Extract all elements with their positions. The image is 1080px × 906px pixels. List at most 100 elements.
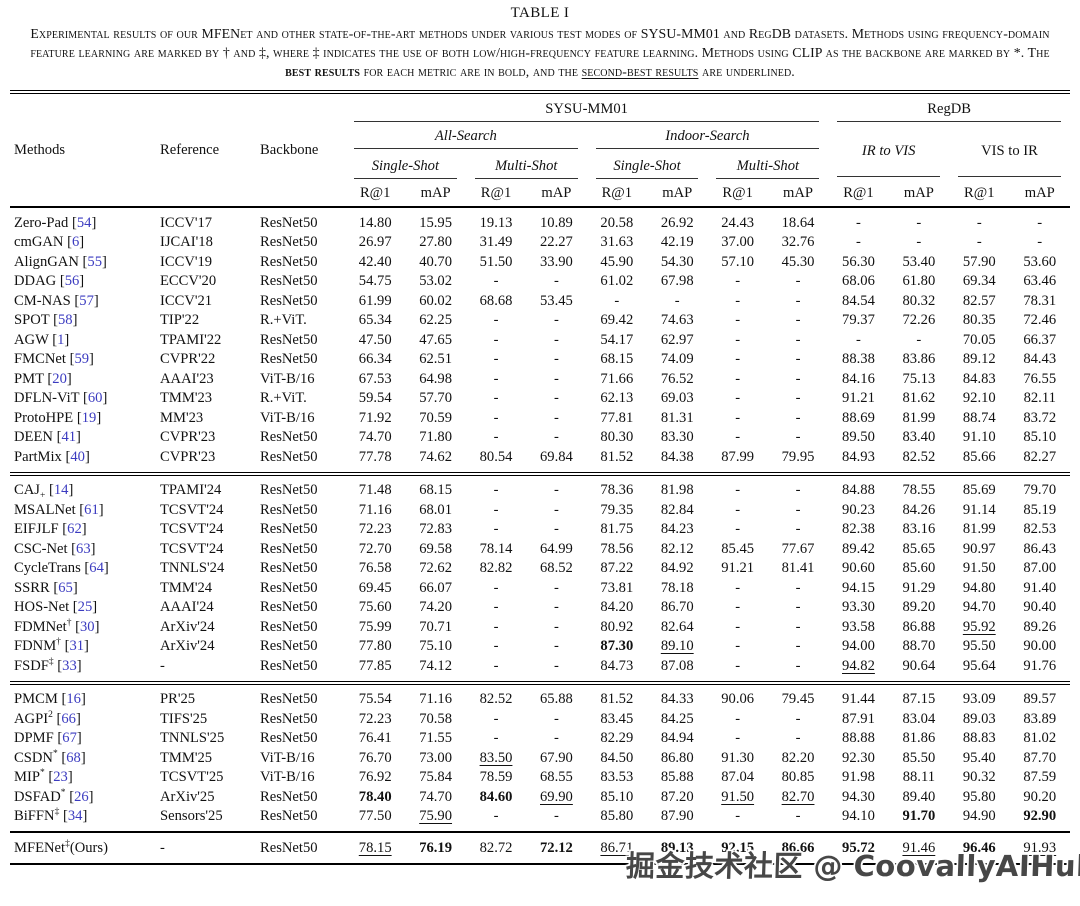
backbone-cell: ViT-B/16: [260, 749, 315, 766]
metric-cell: 80.54: [479, 448, 513, 465]
metric-cell: -: [553, 429, 559, 446]
metric-cell: -: [856, 214, 861, 231]
citation-link[interactable]: [55]: [82, 253, 107, 270]
metric-cell: 47.65: [419, 331, 453, 348]
second-best-value: 75.90: [419, 808, 453, 825]
best-value: 91.70: [902, 808, 936, 825]
citation-number[interactable]: 19: [81, 409, 97, 426]
citation-link[interactable]: [31]: [64, 638, 89, 655]
table-caption: Experimental results of our MFENet and o…: [17, 25, 1063, 81]
citation-number[interactable]: 25: [77, 599, 93, 616]
citation-link[interactable]: [63]: [71, 540, 96, 557]
citation-link[interactable]: [58]: [53, 312, 78, 329]
metric-cell: 70.71: [419, 618, 453, 635]
metric-cell: 64.99: [540, 540, 573, 557]
citation-link[interactable]: [64]: [84, 560, 109, 577]
citation-number[interactable]: 62: [67, 521, 82, 538]
citation-link[interactable]: [34]: [62, 808, 88, 825]
citation-link[interactable]: [16]: [61, 691, 86, 708]
citation-link[interactable]: [56]: [59, 273, 85, 290]
citation-number[interactable]: 16: [66, 691, 81, 708]
citation-number[interactable]: 30: [79, 618, 95, 635]
citation-number[interactable]: 40: [70, 448, 85, 465]
citation-number[interactable]: 54: [76, 214, 92, 231]
citation-number[interactable]: 68: [66, 749, 81, 766]
citation-number[interactable]: 34: [67, 808, 83, 825]
metric-cell: 95.64: [962, 657, 996, 674]
method-name: PartMix: [14, 448, 62, 465]
citation-number[interactable]: 26: [74, 788, 89, 805]
metric-header-map: mAP: [541, 185, 572, 202]
citation-number[interactable]: 58: [57, 312, 73, 329]
citation-number[interactable]: 61: [84, 501, 99, 518]
citation-number[interactable]: 23: [53, 769, 68, 786]
second-best-value: 91.46: [902, 839, 936, 856]
metric-cell: 89.03: [962, 710, 996, 727]
backbone-cell: ResNet50: [260, 429, 318, 446]
metric-cell: 47.50: [358, 331, 392, 348]
metric-cell: -: [493, 370, 499, 387]
citation-link[interactable]: [26]: [69, 788, 94, 805]
citation-link[interactable]: [6]: [67, 234, 85, 251]
citation-number[interactable]: 6: [71, 234, 80, 251]
citation-link[interactable]: [30]: [75, 618, 100, 635]
citation-number[interactable]: 56: [64, 273, 80, 290]
metric-cell: -: [493, 273, 499, 290]
citation-link[interactable]: [62]: [62, 521, 87, 538]
metric-cell: 95.92: [949, 617, 1009, 637]
reference-cell: AAAI'24: [160, 599, 214, 616]
metric-cell: 90.40: [1023, 599, 1057, 616]
reference-cell: TCSVT'24: [160, 501, 224, 518]
citation-number[interactable]: 41: [61, 429, 77, 446]
citation-link[interactable]: [41]: [56, 429, 81, 446]
table-row: PMT [20] AAAI'23 ViT-B/16 67.53 64.98 - - 71.66…: [10, 369, 1070, 389]
citation-number[interactable]: 1: [57, 331, 65, 348]
method-name: FDNM: [14, 638, 57, 655]
metric-cell: 86.80: [660, 749, 694, 766]
citation-link[interactable]: [59]: [69, 351, 94, 368]
citation-link[interactable]: [57]: [74, 292, 99, 309]
citation-number[interactable]: 14: [53, 482, 69, 499]
citation-link[interactable]: [67]: [57, 730, 82, 747]
citation-number[interactable]: 59: [74, 351, 90, 368]
metric-cell: -: [795, 273, 801, 290]
metric-cell: 62.25: [419, 312, 453, 329]
citation-link[interactable]: [20]: [47, 370, 72, 387]
metric-cell: 72.12: [526, 832, 586, 864]
dataset-label: RegDB: [927, 101, 972, 118]
metric-cell: -: [493, 429, 499, 446]
citation-number[interactable]: 55: [87, 253, 102, 270]
citation-number[interactable]: 20: [52, 370, 67, 387]
citation-link[interactable]: [54]: [71, 214, 97, 231]
method-name: DEEN: [14, 429, 53, 446]
citation-number[interactable]: 65: [58, 579, 73, 596]
method-cell: AGPI2 [66]: [10, 709, 150, 729]
citation-link[interactable]: [40]: [65, 448, 90, 465]
citation-link[interactable]: [1]: [52, 331, 70, 348]
metric-cell: -: [553, 657, 559, 674]
metric-cell: 88.70: [902, 638, 936, 655]
method-name: CycleTrans: [14, 560, 81, 577]
citation-number[interactable]: 31: [69, 638, 85, 655]
metric-cell: 93.30: [842, 599, 875, 616]
citation-link[interactable]: [19]: [76, 409, 102, 426]
citation-number[interactable]: 60: [87, 390, 103, 407]
citation-link[interactable]: [61]: [79, 501, 104, 518]
citation-number[interactable]: 67: [62, 730, 77, 747]
citation-link[interactable]: [14]: [48, 482, 74, 499]
citation-number[interactable]: 64: [89, 560, 104, 577]
metric-cell: 83.50: [466, 748, 526, 768]
citation-link[interactable]: [66]: [56, 710, 81, 727]
citation-number[interactable]: 63: [76, 540, 91, 557]
citation-number[interactable]: 57: [79, 292, 94, 309]
citation-link[interactable]: [23]: [48, 769, 73, 786]
citation-link[interactable]: [65]: [53, 579, 78, 596]
metric-cell: -: [795, 579, 801, 596]
method-name: SSRR: [14, 579, 50, 596]
citation-link[interactable]: [33]: [57, 657, 82, 674]
citation-link[interactable]: [68]: [61, 749, 86, 766]
citation-number[interactable]: 66: [61, 710, 76, 727]
citation-link[interactable]: [60]: [83, 390, 108, 407]
citation-link[interactable]: [25]: [72, 599, 98, 616]
citation-number[interactable]: 33: [62, 657, 77, 674]
